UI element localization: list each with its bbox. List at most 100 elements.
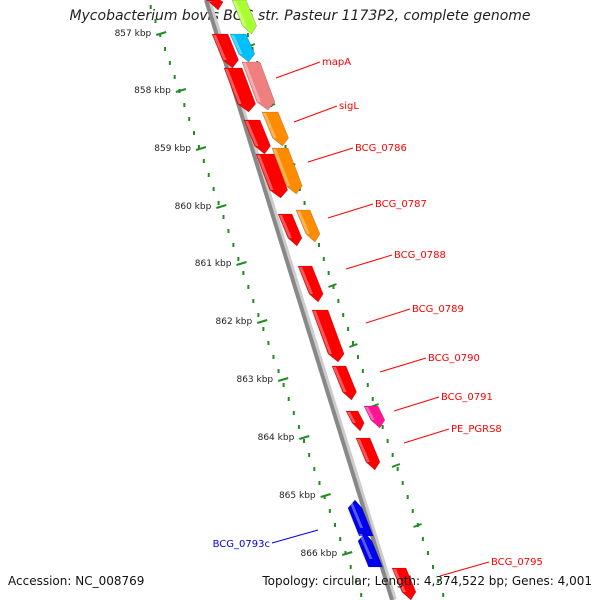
label-leader [439,561,490,577]
accession-text: Accession: NC_008769 [8,574,145,588]
ring-dot [183,103,186,107]
ring-dot [242,271,245,275]
tick-mark [413,523,422,528]
ring-dot [317,243,320,247]
label-leader [393,396,440,412]
tick-mark [175,88,187,93]
gene-label: BCG_0788 [394,250,446,261]
cds-arrow [255,153,288,199]
gene-label: BCG_0787 [375,199,427,210]
cds-reverse-arrow-highlight [349,501,364,528]
tick-label: 862 kbp [216,317,253,327]
ring-dot [442,593,445,597]
ring-dot [173,75,176,79]
feature-layer [205,0,417,600]
cog-arrow-highlight [297,211,310,234]
gene-label: BCG_0795 [491,557,543,568]
cds-arrow-highlight [225,69,242,104]
ring-dot [188,117,191,121]
cds-arrow-highlight [207,1,214,2]
cds-arrow-highlight [245,121,259,146]
ring-dot [303,201,306,205]
gene-label: BCG_0790 [428,353,480,364]
ring-dot [212,187,215,191]
label-leader [403,428,450,444]
tick-mark [236,261,247,266]
ring-dot [282,383,285,387]
ring-dot [277,369,280,373]
label-leader [365,308,411,324]
ring-dot [386,439,389,443]
ring-dot [426,551,429,555]
ring-dot [337,299,340,303]
ring-dot [252,299,255,303]
ring-dot [247,285,250,289]
cds-arrow [205,0,224,11]
gene-labels: mapA sigL BCG_0786 BCG_0787 BCG_0788 BCG_0789… [213,57,543,577]
ring-dot [432,565,435,569]
tick-label: 860 kbp [175,202,212,212]
cds-arrow [277,213,303,247]
topology-summary: Topology: circular; Length: 4,374,522 bp… [262,574,592,588]
ring-dot [406,495,409,499]
cds-arrow [211,33,239,69]
ring-dot [168,61,171,65]
ring-dot [411,509,414,513]
ring-dot [342,313,345,317]
ring-dot [303,439,306,443]
ring-dot [360,593,363,597]
ring-dot [262,327,265,331]
cds-arrow-highlight [313,311,333,354]
ring-dot [332,285,335,289]
ring-dot [318,481,321,485]
cog-arrow-highlight [273,149,291,186]
ring-dot [339,537,342,541]
label-leader [345,254,393,270]
cog-arrow [241,61,276,111]
tick-label: 866 kbp [301,549,338,559]
tick-label: 857 kbp [115,29,152,39]
ring-dot [366,383,369,387]
cds-arrow [391,567,417,600]
cds-reverse-arrow [357,532,383,568]
ring-dot [227,229,230,233]
ring-dot [356,355,359,359]
cog-arrow-highlight [263,113,277,138]
cog-arrow [229,33,256,63]
gene-label: BCG_0793c [213,539,270,550]
cog-arrow-highlight [231,35,243,54]
label-leader [293,105,338,123]
cds-arrow-highlight [279,215,292,238]
cog-arrow [231,0,257,35]
tick-mark [216,204,227,209]
ring-dot [267,341,270,345]
ring-dot [313,467,316,471]
gene-label: mapA [322,57,351,68]
tick-label: 858 kbp [134,86,171,96]
ring-dot [401,481,404,485]
ring-dot [149,5,152,9]
ring-dot [287,397,290,401]
cds-arrow-highlight [333,367,347,392]
ring-dot [371,397,374,401]
tick-mark [299,435,310,440]
ring-dot [421,537,424,541]
ring-dot [217,201,220,205]
cds-arrow [223,67,256,113]
cds-arrow [243,119,271,155]
ring-dot [257,313,260,317]
ring-dot [361,369,364,373]
cds-arrow [355,437,381,471]
tick-mark [391,463,401,468]
cog-arrow [363,405,386,429]
cds-arrow [331,365,357,401]
tick-mark [320,493,331,498]
ring-dot [308,453,311,457]
gene-label: BCG_0791 [441,392,493,403]
ring-dot [164,47,167,51]
label-leader [307,147,354,163]
label-leader [327,203,374,219]
ring-dot [437,579,440,583]
tick-mark [195,146,207,151]
